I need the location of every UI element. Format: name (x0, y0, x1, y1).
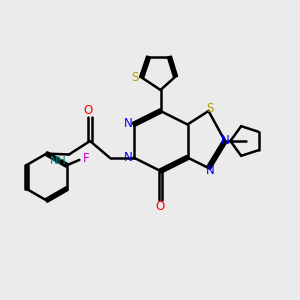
Text: F: F (83, 152, 89, 165)
Text: N: N (206, 164, 214, 177)
Text: N: N (124, 151, 133, 164)
Text: N: N (220, 134, 230, 148)
Text: S: S (206, 102, 214, 115)
Text: S: S (131, 71, 139, 84)
Text: O: O (156, 200, 165, 213)
Text: O: O (84, 104, 93, 117)
Text: NH: NH (50, 156, 67, 166)
Text: N: N (124, 116, 133, 130)
